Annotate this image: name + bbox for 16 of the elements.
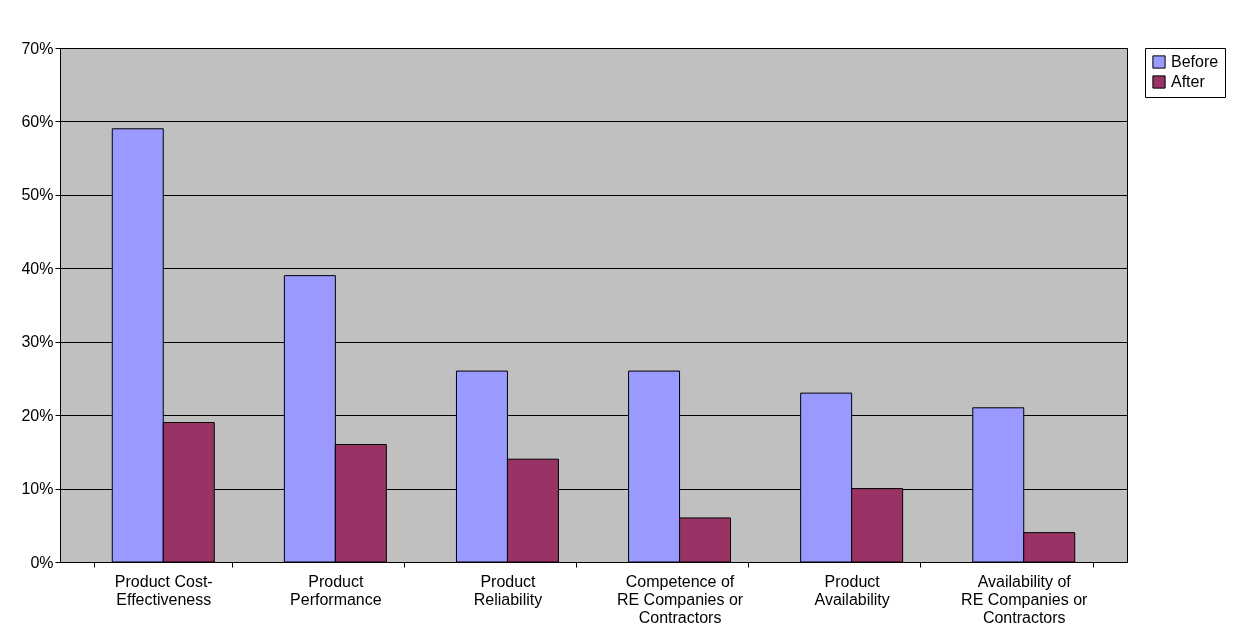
y-tick-label: 10%	[21, 480, 54, 498]
y-tick-label: 0%	[30, 553, 54, 571]
x-tick-label: Product Availability	[814, 572, 890, 608]
legend-label: After	[1171, 73, 1206, 90]
y-tick-label: 60%	[21, 112, 54, 130]
y-tick-label: 20%	[21, 406, 54, 424]
y-tick-label: 50%	[21, 186, 54, 204]
y-tick-label: 40%	[21, 259, 54, 277]
x-tick-label: Availability of RE Companies or Contractors	[961, 572, 1089, 626]
legend-label: Before	[1171, 53, 1219, 70]
x-tick-label: Product Reliability	[473, 572, 543, 608]
x-tick-label: Product Performance	[290, 572, 382, 608]
y-tick-label: 30%	[21, 333, 54, 351]
x-tick-label: Product Cost-Effectiveness	[114, 572, 213, 608]
y-tick-label: 70%	[21, 39, 54, 57]
x-tick-label: Competence of RE Companies or Contractors	[616, 572, 744, 626]
